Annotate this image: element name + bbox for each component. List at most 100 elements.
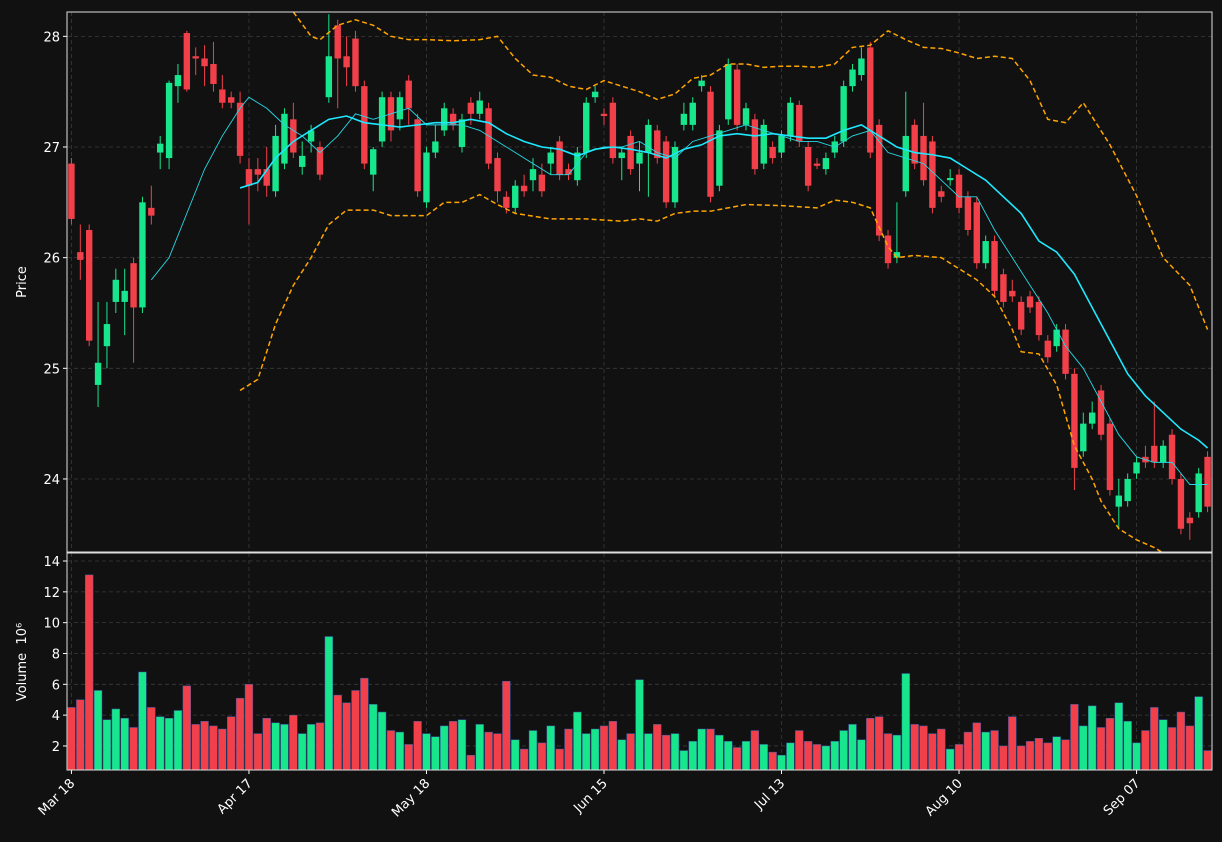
- volume-bar: [386, 730, 396, 770]
- y-tick-label: 25: [43, 362, 60, 377]
- volume-bar: [271, 722, 280, 770]
- volume-bar: [1088, 705, 1097, 770]
- volume-bar: [1167, 727, 1177, 770]
- candle-body: [875, 124, 883, 236]
- y-tick-label: 28: [43, 30, 60, 45]
- candle-body: [476, 100, 483, 114]
- candle-body: [520, 185, 528, 192]
- volume-bar: [262, 717, 271, 770]
- volume-bar: [1034, 738, 1044, 770]
- candle-body: [148, 207, 155, 216]
- candle-body: [840, 86, 847, 142]
- candle-body: [529, 169, 537, 181]
- volume-bar: [1096, 727, 1106, 770]
- candle-body: [893, 252, 901, 258]
- volume-bar: [874, 716, 884, 770]
- volume-bar: [280, 724, 289, 770]
- volume-bar: [1203, 750, 1212, 770]
- candle-body: [219, 89, 226, 103]
- y-tick-label: 8: [52, 647, 60, 662]
- volume-bar: [342, 702, 351, 770]
- candle-body: [574, 152, 581, 181]
- volume-bar: [777, 754, 786, 770]
- candle-body: [405, 80, 412, 109]
- candle-body: [272, 135, 279, 192]
- volume-bar: [1159, 719, 1168, 770]
- volume-bar: [360, 677, 369, 770]
- candle-body: [1097, 390, 1105, 435]
- volume-panel: [67, 574, 1212, 770]
- candle-body: [538, 174, 546, 192]
- volume-bar: [803, 741, 813, 770]
- candle-body: [1168, 434, 1176, 479]
- candle-body: [733, 69, 741, 125]
- volume-bar: [466, 754, 476, 770]
- candle-body: [609, 102, 617, 159]
- y-tick-label: 24: [43, 473, 60, 488]
- volume-bar: [688, 741, 697, 770]
- volume-bar: [191, 724, 200, 770]
- candle-body: [760, 124, 767, 164]
- volume-bar: [377, 711, 387, 770]
- candle-body: [441, 108, 448, 131]
- volume-bar: [306, 724, 316, 770]
- candle-body: [600, 113, 608, 117]
- volume-bar: [706, 728, 715, 770]
- candle-body: [938, 191, 945, 197]
- volume-bar: [351, 690, 360, 770]
- candle-body: [281, 113, 288, 164]
- volume-bar: [1017, 745, 1026, 770]
- candle-body: [378, 97, 386, 142]
- volume-bar: [395, 731, 405, 770]
- volume-bar: [821, 745, 831, 770]
- candle-body: [1009, 290, 1016, 297]
- price-panel: [68, 12, 1211, 552]
- volume-bar: [573, 711, 582, 770]
- volume-bar: [289, 714, 298, 770]
- volume-bar: [883, 733, 893, 770]
- volume-bar: [848, 724, 857, 770]
- volume-bar: [1079, 725, 1088, 770]
- volume-bar: [422, 733, 431, 770]
- candle-body: [671, 147, 679, 203]
- volume-bar: [786, 742, 795, 770]
- moving-average: [150, 96, 1208, 485]
- volume-bar: [475, 724, 484, 770]
- candle-body: [1080, 423, 1087, 452]
- candle-body: [929, 141, 936, 208]
- volume-bar: [990, 730, 999, 770]
- candle-body: [698, 80, 705, 87]
- volume-bar: [324, 636, 333, 770]
- volume-bar: [93, 690, 103, 770]
- candle-body: [1035, 301, 1043, 336]
- candle-body: [778, 135, 785, 153]
- volume-bar: [235, 697, 245, 770]
- candle-body: [636, 152, 643, 164]
- candle-body: [654, 130, 661, 159]
- candle-body: [565, 169, 572, 175]
- candle-body: [813, 163, 821, 166]
- volume-bar: [333, 694, 342, 770]
- candle-body: [725, 64, 732, 120]
- volume-bar: [519, 748, 529, 770]
- candle-body: [1088, 412, 1096, 424]
- candle-body: [1044, 340, 1051, 358]
- candle-body: [157, 143, 164, 153]
- candle-body: [467, 102, 475, 114]
- candle-body: [139, 202, 146, 308]
- candle-body: [361, 86, 368, 164]
- candle-body: [804, 147, 812, 186]
- volume-bar: [626, 733, 635, 770]
- candle-body: [716, 130, 723, 186]
- candle-body: [1106, 423, 1114, 491]
- volume-bar: [555, 748, 564, 770]
- candle-body: [1115, 495, 1122, 507]
- price-frame: [66, 11, 1213, 553]
- volume-bar: [901, 673, 910, 770]
- candle-body: [1071, 373, 1078, 468]
- candle-body: [662, 141, 670, 203]
- candle-body: [183, 33, 191, 90]
- volume-bar: [892, 734, 902, 770]
- candle-body: [982, 241, 989, 264]
- volume-bar: [182, 685, 191, 770]
